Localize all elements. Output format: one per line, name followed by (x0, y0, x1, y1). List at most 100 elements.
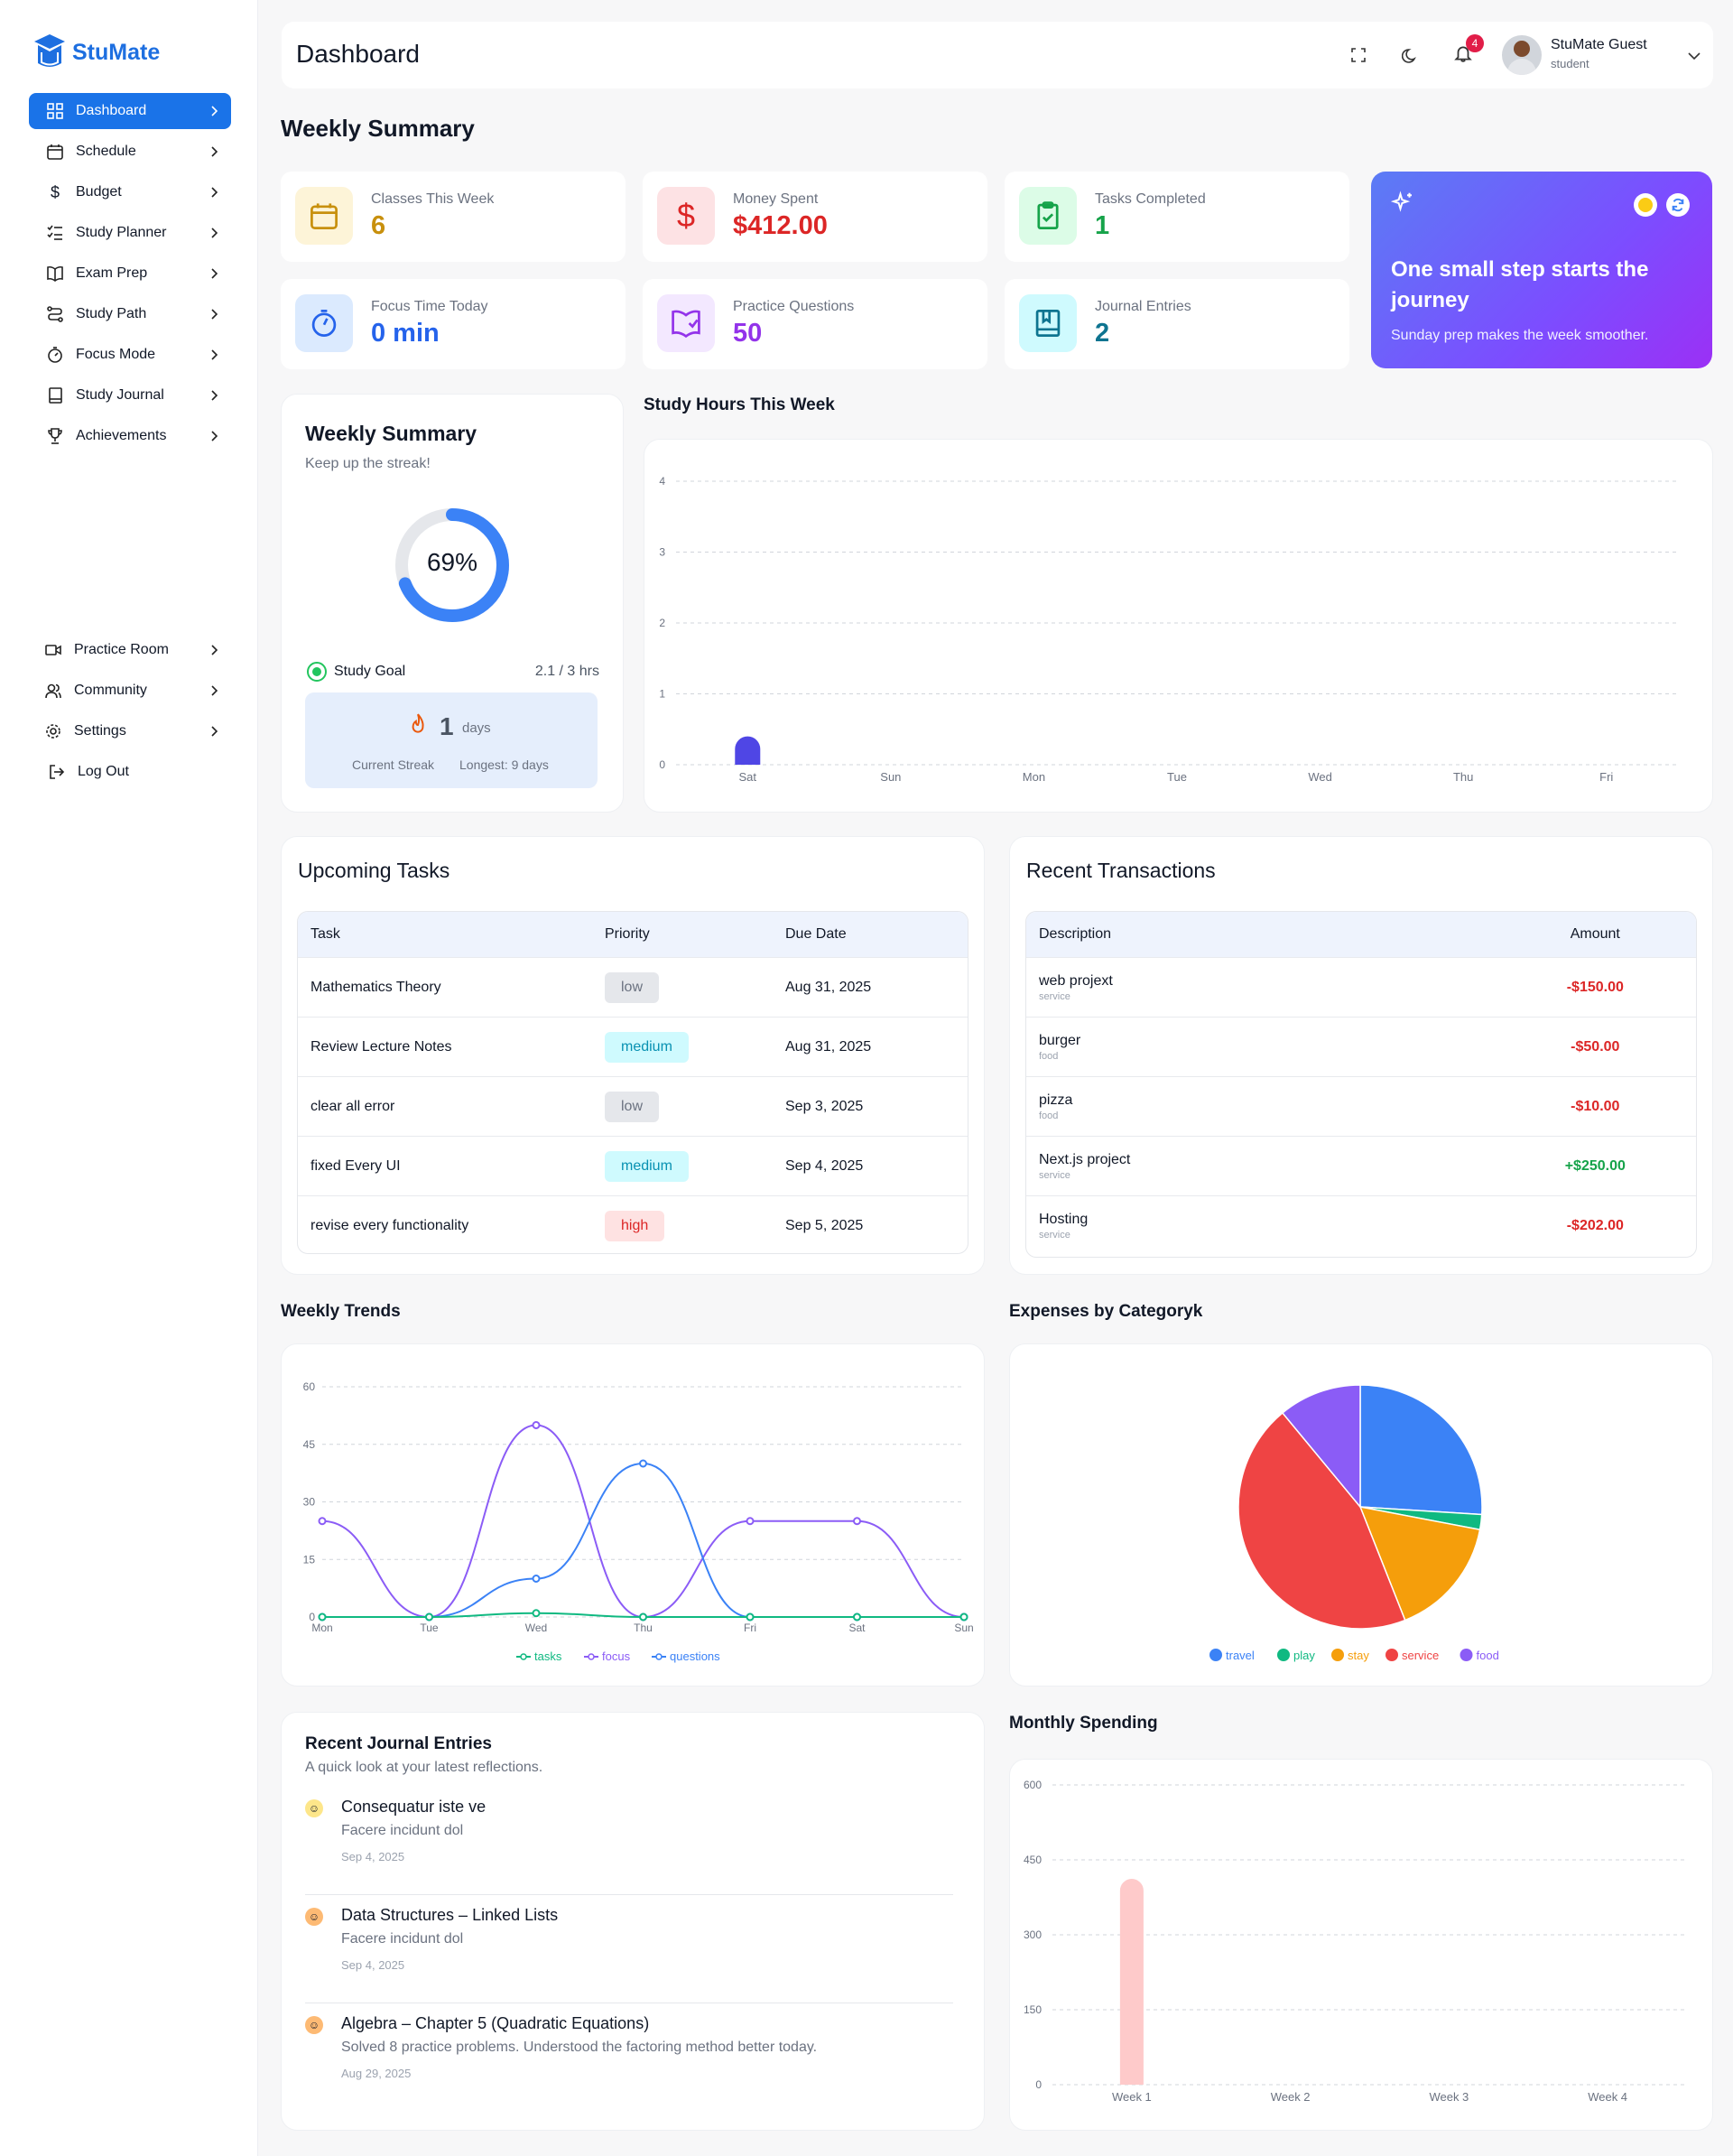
priority-badge: low (605, 1091, 660, 1122)
section-title-weekly-summary: Weekly Summary (281, 115, 475, 142)
logo[interactable]: StuMate (32, 33, 160, 72)
video-icon (43, 640, 63, 660)
table-row[interactable]: Mathematics Theory low Aug 31, 2025 (298, 957, 968, 1017)
stat-card-journal[interactable]: Journal Entries 2 (1005, 279, 1349, 369)
sun-icon[interactable] (1634, 193, 1657, 217)
monthly-spending-card: 0 150 300 450 600 Week 1 Week 2 Week 3 Week 4 (1009, 1759, 1713, 2131)
pie-slice-stay[interactable] (1358, 1506, 1481, 1622)
data-point[interactable] (639, 1459, 647, 1468)
sidebar-item-practice-room[interactable]: Practice Room (29, 632, 231, 668)
journal-entry[interactable]: ☺ Algebra – Chapter 5 (Quadratic Equatio… (305, 2011, 953, 2101)
data-point[interactable] (959, 1612, 968, 1622)
table-row[interactable]: fixed Every UI medium Sep 4, 2025 (298, 1136, 968, 1195)
sidebar-item-label: Dashboard (76, 103, 147, 118)
bar[interactable] (1119, 1879, 1144, 2085)
pie-slice-travel[interactable] (1359, 1384, 1483, 1516)
data-point[interactable] (746, 1517, 755, 1526)
y-tick-label: 3 (659, 546, 665, 559)
table-row[interactable]: Next.js project service +$250.00 (1026, 1136, 1696, 1195)
entry-date: Sep 4, 2025 (341, 1958, 405, 1972)
transaction-category: food (1039, 1110, 1059, 1121)
column-header: Amount (1570, 926, 1620, 942)
sidebar-item-study-journal[interactable]: Study Journal (29, 377, 231, 414)
data-point[interactable] (532, 1575, 541, 1583)
table-row[interactable]: burger food -$50.00 (1026, 1017, 1696, 1076)
data-point[interactable] (532, 1421, 541, 1429)
stat-value: $412.00 (733, 211, 828, 240)
stat-card-tasks[interactable]: Tasks Completed 1 (1005, 172, 1349, 262)
sidebar-item-schedule[interactable]: Schedule (29, 134, 231, 170)
chevron-right-icon (211, 146, 218, 157)
journal-entry[interactable]: ☺ Data Structures – Linked Lists Facere … (305, 1902, 953, 2003)
x-tick-label: Tue (1167, 770, 1187, 784)
bar[interactable] (735, 736, 761, 765)
notifications-button[interactable]: 4 (1453, 34, 1484, 67)
upcoming-tasks-card: Upcoming Tasks Task Priority Due Date Ma… (281, 836, 985, 1275)
legend-label: play (1293, 1649, 1315, 1662)
sidebar-item-study-path[interactable]: Study Path (29, 296, 231, 332)
legend-swatch (1460, 1649, 1473, 1661)
sidebar-item-exam-prep[interactable]: Exam Prep (29, 256, 231, 292)
transaction-description: burger (1039, 1032, 1081, 1048)
sidebar-item-focus-mode[interactable]: Focus Mode (29, 337, 231, 373)
stat-card-focus[interactable]: Focus Time Today 0 min (281, 279, 626, 369)
y-tick-label: 45 (303, 1438, 316, 1451)
table-row[interactable]: Review Lecture Notes medium Aug 31, 2025 (298, 1017, 968, 1076)
due-date: Sep 4, 2025 (785, 1157, 864, 1174)
table-row[interactable]: Hosting service -$202.00 (1026, 1195, 1696, 1255)
table-row[interactable]: revise every functionality high Sep 5, 2… (298, 1195, 968, 1253)
stat-card-practice[interactable]: Practice Questions 50 (643, 279, 987, 369)
user-menu[interactable]: StuMate Guest student (1502, 33, 1704, 77)
table-header: Task Priority Due Date (298, 912, 968, 957)
chevron-right-icon (211, 726, 218, 737)
data-point[interactable] (639, 1612, 647, 1622)
expenses-pie-chart: travel play stay service food (1209, 1384, 1499, 1662)
sidebar-item-study-planner[interactable]: Study Planner (29, 215, 231, 251)
pie-slice-food[interactable] (1281, 1384, 1361, 1510)
mood-icon: ☺ (305, 1908, 323, 1926)
journal-entry[interactable]: ☺ Consequatur iste ve Facere incidunt do… (305, 1794, 953, 1895)
data-point[interactable] (318, 1612, 327, 1622)
stat-card-money[interactable]: $ Money Spent $412.00 (643, 172, 987, 262)
data-point[interactable] (532, 1609, 541, 1618)
chevron-right-icon (211, 390, 218, 401)
table-row[interactable]: clear all error low Sep 3, 2025 (298, 1076, 968, 1136)
transactions-table: Description Amount web projext service -$1… (1025, 911, 1697, 1258)
data-point[interactable] (746, 1612, 755, 1622)
brand-name: StuMate (72, 39, 161, 65)
sidebar-item-community[interactable]: Community (29, 673, 231, 709)
sidebar-item-dashboard[interactable]: Dashboard (29, 93, 231, 129)
chart-title-expenses: Expenses by Categoryk (1009, 1302, 1203, 1321)
y-tick-label: 4 (659, 475, 665, 488)
transaction-description: Next.js project (1039, 1151, 1131, 1167)
refresh-icon[interactable] (1666, 193, 1690, 217)
chart-title-weekly-trends: Weekly Trends (281, 1302, 401, 1321)
promo-card: One small step starts the journey Sunday… (1371, 172, 1712, 368)
pie-slice-service[interactable] (1237, 1411, 1406, 1630)
data-point[interactable] (853, 1612, 861, 1622)
stat-value: 50 (733, 319, 763, 348)
y-tick-label: 0 (659, 758, 665, 771)
clipboard-check-icon (1019, 187, 1077, 245)
fullscreen-icon[interactable] (1349, 46, 1367, 64)
stat-label: Journal Entries (1095, 299, 1191, 314)
timer-icon (45, 345, 65, 365)
sidebar-item-achievements[interactable]: Achievements (29, 418, 231, 454)
data-point[interactable] (318, 1517, 327, 1526)
sidebar-item-logout[interactable]: Log Out (29, 754, 231, 790)
stat-card-classes[interactable]: Classes This Week 6 (281, 172, 626, 262)
users-icon (43, 681, 63, 701)
data-point[interactable] (425, 1612, 433, 1622)
graduation-cap-icon (34, 34, 65, 67)
transaction-amount: -$150.00 (1566, 979, 1624, 995)
sidebar-item-label: Study Planner (76, 225, 167, 240)
sidebar-item-settings[interactable]: Settings (29, 713, 231, 749)
sidebar-item-label: Practice Room (74, 642, 169, 657)
data-point[interactable] (853, 1517, 861, 1526)
progress-percent: 69% (426, 548, 478, 576)
stat-value: 6 (371, 211, 386, 240)
sidebar-item-budget[interactable]: $ Budget (29, 174, 231, 210)
table-row[interactable]: pizza food -$10.00 (1026, 1076, 1696, 1136)
table-row[interactable]: web projext service -$150.00 (1026, 957, 1696, 1017)
moon-icon[interactable] (1402, 46, 1420, 64)
